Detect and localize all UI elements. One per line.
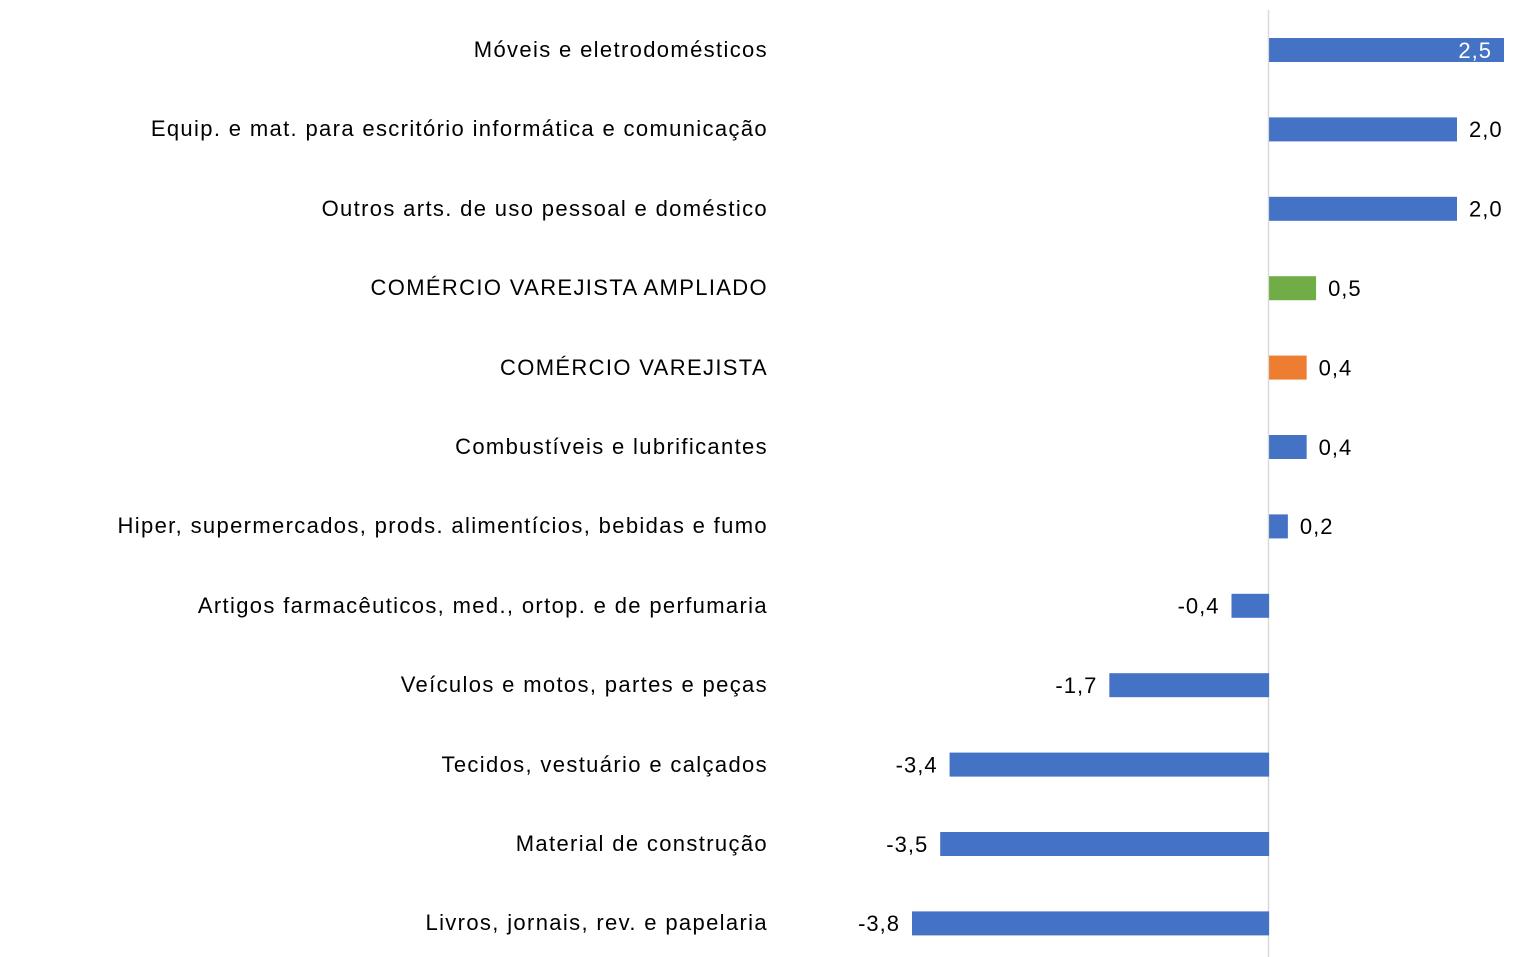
bar (1269, 117, 1458, 142)
value-label: -3,5 (886, 832, 928, 857)
category-label-box: Tecidos, vestuário e calçados (441, 750, 768, 780)
category-label: Combustíveis e lubrificantes (455, 434, 768, 459)
bar (1269, 38, 1504, 62)
value-label: 0,2 (1300, 514, 1334, 539)
value-label: 2,0 (1469, 117, 1503, 142)
category-label: Tecidos, vestuário e calçados (441, 751, 768, 777)
category-label-box: COMÉRCIO VAREJISTA AMPLIADO (371, 273, 768, 303)
bar (1269, 355, 1307, 380)
category-label-box: Equip. e mat. para escritório informátic… (151, 114, 768, 144)
value-label: 0,5 (1328, 276, 1362, 301)
category-label: Artigos farmacêuticos, med., ortop. e de… (197, 592, 768, 618)
value-label: 2,0 (1469, 197, 1503, 222)
value-label: 0,4 (1319, 435, 1353, 460)
bar (912, 911, 1270, 936)
value-label: -1,7 (1055, 673, 1097, 698)
category-label: Livros, jornais, rev. e papelaria (425, 910, 768, 936)
bar (1269, 514, 1288, 539)
bar (1109, 673, 1270, 698)
category-label-box: Móveis e eletrodomésticos (474, 35, 768, 65)
category-label: Hiper, supermercados, prods. alimentício… (117, 513, 768, 539)
category-label-box: Veículos e motos, partes e peças (401, 670, 768, 700)
category-label: Outros arts. de uso pessoal e doméstico (321, 195, 768, 221)
bar (1231, 593, 1270, 618)
category-label-box: Combustíveis e lubrificantes (455, 432, 768, 462)
category-label-box: Outros arts. de uso pessoal e doméstico (322, 194, 768, 224)
value-label: 0,4 (1319, 355, 1353, 380)
bar (1269, 276, 1317, 301)
category-label-box: Hiper, supermercados, prods. alimentício… (118, 511, 768, 541)
category-label-box: COMÉRCIO VAREJISTA (500, 353, 768, 383)
bar (949, 752, 1270, 777)
category-label: Veículos e motos, partes e peças (400, 672, 768, 698)
category-label: COMÉRCIO VAREJISTA (500, 354, 768, 380)
value-label: 2,5 (1458, 38, 1492, 63)
category-label: Equip. e mat. para escritório informátic… (150, 116, 768, 142)
category-label-box: Livros, jornais, rev. e papelaria (425, 908, 768, 938)
category-label-box: Artigos farmacêuticos, med., ortop. e de… (198, 591, 768, 621)
category-label: COMÉRCIO VAREJISTA AMPLIADO (370, 275, 768, 301)
value-label: -3,4 (896, 752, 938, 777)
bar (1269, 435, 1307, 459)
value-label: -3,8 (858, 911, 900, 936)
bar (1269, 196, 1458, 221)
bar (940, 832, 1270, 856)
value-label: -0,4 (1178, 594, 1220, 619)
category-label: Móveis e eletrodomésticos (473, 37, 768, 62)
category-label: Material de construção (515, 831, 768, 856)
category-label-box: Material de construção (516, 829, 768, 859)
